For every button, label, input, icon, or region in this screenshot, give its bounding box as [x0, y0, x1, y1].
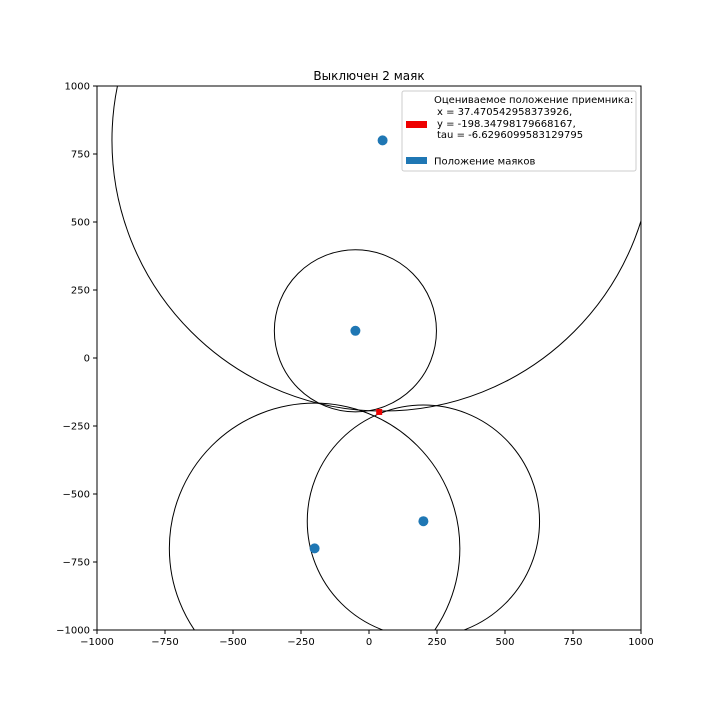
beacon-point-1 [377, 135, 388, 146]
distance-circle-4 [168, 402, 461, 630]
legend-label-beacons: Положение маяков [434, 157, 536, 168]
data-points [309, 135, 429, 554]
x-tick-label: 250 [427, 637, 446, 648]
legend-label-receiver-line-1: Оцениваемое положение приемника: [434, 95, 633, 106]
x-tick-label: 750 [563, 637, 582, 648]
legend-box [401, 90, 637, 172]
x-tick-label: −500 [219, 637, 246, 648]
y-tick-label: 0 [84, 354, 90, 365]
legend-label-receiver-line-3: y = -198.34798179668167, [437, 119, 576, 130]
y-tick-label: 250 [71, 286, 90, 297]
y-tick-label: −750 [63, 558, 90, 569]
x-tick-label: 500 [495, 637, 514, 648]
beacon-point-2 [350, 325, 361, 336]
receiver-estimate-marker [376, 408, 383, 415]
legend: Оцениваемое положение приемника:x = 37.4… [401, 90, 637, 172]
legend-label-receiver-line-4: tau = -6.6296099583129795 [437, 130, 583, 141]
x-tick-label: −250 [287, 637, 314, 648]
legend-swatch-beacons [406, 157, 427, 164]
legend-label-receiver-line-2: x = 37.470542958373926, [437, 107, 572, 118]
y-tick-label: −500 [63, 490, 90, 501]
y-tick-label: −250 [63, 422, 90, 433]
distance-circle-3 [306, 404, 541, 630]
distance-circle-1 [111, 86, 641, 412]
legend-swatch-receiver [406, 121, 427, 128]
y-tick-label: 1000 [65, 82, 90, 93]
x-tick-label: −750 [151, 637, 178, 648]
axis-ticks: −1000 −750 −500 −250 0 250 500 750 1000 −1000 −750… [56, 82, 654, 649]
distance-circle-2 [273, 249, 437, 413]
y-tick-label: 500 [71, 218, 90, 229]
beacon-point-4 [309, 543, 320, 554]
chart-title: Выключен 2 маяк [313, 69, 424, 83]
x-tick-label: 1000 [628, 637, 653, 648]
beacon-point-3 [418, 516, 429, 527]
distance-circles [111, 86, 641, 630]
y-tick-label: −1000 [56, 626, 90, 637]
x-tick-label: 0 [366, 637, 372, 648]
y-tick-label: 750 [71, 150, 90, 161]
x-tick-label: −1000 [80, 637, 114, 648]
